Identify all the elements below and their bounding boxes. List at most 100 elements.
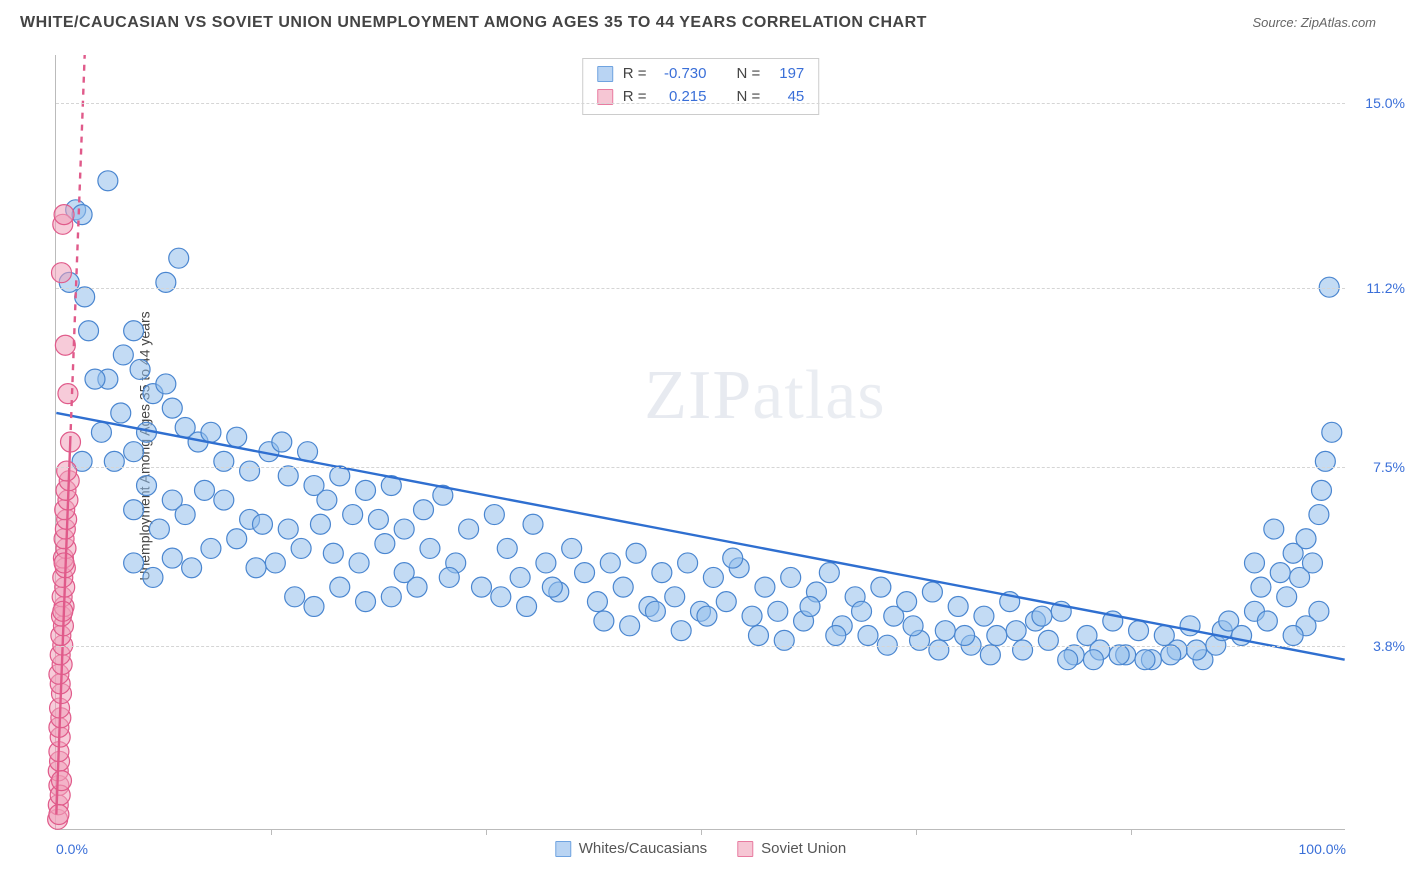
x-tick xyxy=(1131,829,1132,835)
scatter-point xyxy=(414,500,434,520)
scatter-point xyxy=(1129,621,1149,641)
scatter-point xyxy=(697,606,717,626)
gridline-h xyxy=(56,288,1345,289)
scatter-point xyxy=(1032,606,1052,626)
y-tick-label: 15.0% xyxy=(1365,95,1405,111)
y-tick-label: 3.8% xyxy=(1373,638,1405,654)
x-tick xyxy=(271,829,272,835)
scatter-point xyxy=(227,427,247,447)
scatter-point xyxy=(54,553,74,573)
scatter-point xyxy=(471,577,491,597)
x-tick xyxy=(701,829,702,835)
scatter-point xyxy=(587,592,607,612)
scatter-point xyxy=(75,287,95,307)
scatter-point xyxy=(162,548,182,568)
swatch-icon xyxy=(555,841,571,857)
x-tick-label: 0.0% xyxy=(56,841,88,857)
scatter-point xyxy=(491,587,511,607)
scatter-point xyxy=(1058,650,1078,670)
scatter-point xyxy=(742,606,762,626)
scatter-point xyxy=(214,490,234,510)
scatter-point xyxy=(1302,553,1322,573)
scatter-point xyxy=(182,558,202,578)
scatter-point xyxy=(72,205,92,225)
y-tick-label: 7.5% xyxy=(1373,459,1405,475)
scatter-point xyxy=(768,601,788,621)
scatter-point xyxy=(58,384,78,404)
scatter-point xyxy=(91,422,111,442)
scatter-point xyxy=(381,587,401,607)
scatter-point xyxy=(665,587,685,607)
scatter-point xyxy=(517,596,537,616)
scatter-point xyxy=(1264,519,1284,539)
scatter-point xyxy=(1109,645,1129,665)
scatter-point xyxy=(781,567,801,587)
scatter-point xyxy=(678,553,698,573)
scatter-point xyxy=(600,553,620,573)
scatter-point xyxy=(291,538,311,558)
scatter-point xyxy=(1135,650,1155,670)
legend-label: Soviet Union xyxy=(761,840,846,857)
scatter-point xyxy=(594,611,614,631)
scatter-point xyxy=(1283,626,1303,646)
scatter-point xyxy=(800,596,820,616)
scatter-point xyxy=(980,645,1000,665)
scatter-point xyxy=(104,451,124,471)
scatter-point xyxy=(826,626,846,646)
scatter-point xyxy=(620,616,640,636)
scatter-point xyxy=(162,398,182,418)
scatter-point xyxy=(113,345,133,365)
scatter-point xyxy=(285,587,305,607)
scatter-point xyxy=(310,514,330,534)
scatter-point xyxy=(897,592,917,612)
scatter-point xyxy=(137,476,157,496)
scatter-point xyxy=(124,553,144,573)
scatter-point xyxy=(974,606,994,626)
scatter-point xyxy=(523,514,543,534)
scatter-point xyxy=(1013,640,1033,660)
scatter-point xyxy=(652,563,672,583)
scatter-point xyxy=(748,626,768,646)
scatter-point xyxy=(774,630,794,650)
scatter-point xyxy=(124,500,144,520)
scatter-point xyxy=(111,403,131,423)
scatter-point xyxy=(323,543,343,563)
scatter-point xyxy=(459,519,479,539)
scatter-point xyxy=(240,461,260,481)
scatter-point xyxy=(542,577,562,597)
scatter-point xyxy=(929,640,949,660)
scatter-point xyxy=(645,601,665,621)
scatter-point xyxy=(343,505,363,525)
scatter-plot: ZIPatlas R =-0.730N =197R =0.215N =45 Wh… xyxy=(55,55,1345,830)
scatter-point xyxy=(1251,577,1271,597)
gridline-h xyxy=(56,646,1345,647)
scatter-point xyxy=(265,553,285,573)
scatter-point xyxy=(1311,480,1331,500)
x-tick-label: 100.0% xyxy=(1299,841,1346,857)
scatter-point xyxy=(852,601,872,621)
scatter-point xyxy=(227,529,247,549)
scatter-point xyxy=(124,321,144,341)
scatter-point xyxy=(130,359,150,379)
scatter-point xyxy=(278,466,298,486)
scatter-point xyxy=(1006,621,1026,641)
scatter-point xyxy=(484,505,504,525)
scatter-point xyxy=(124,442,144,462)
scatter-point xyxy=(214,451,234,471)
scatter-point xyxy=(922,582,942,602)
scatter-point xyxy=(1161,645,1181,665)
series-legend: Whites/CaucasiansSoviet Union xyxy=(555,840,846,857)
scatter-point xyxy=(858,626,878,646)
scatter-point xyxy=(156,374,176,394)
x-tick xyxy=(916,829,917,835)
scatter-point xyxy=(575,563,595,583)
scatter-point xyxy=(536,553,556,573)
scatter-point xyxy=(304,596,324,616)
scatter-point xyxy=(755,577,775,597)
scatter-point xyxy=(671,621,691,641)
gridline-h xyxy=(56,467,1345,468)
scatter-point xyxy=(948,596,968,616)
scatter-point xyxy=(1244,553,1264,573)
scatter-point xyxy=(85,369,105,389)
scatter-point xyxy=(562,538,582,558)
